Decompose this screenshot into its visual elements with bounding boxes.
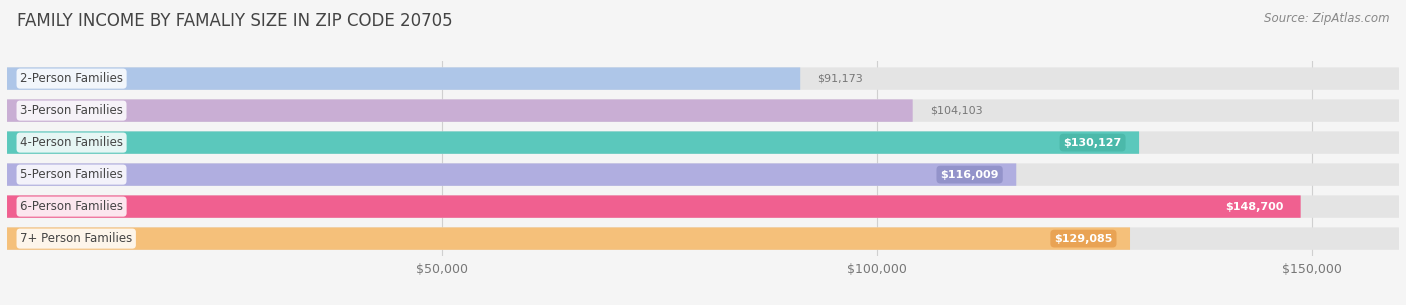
FancyBboxPatch shape bbox=[7, 228, 1399, 250]
Text: $148,700: $148,700 bbox=[1225, 202, 1284, 212]
FancyBboxPatch shape bbox=[7, 99, 1399, 122]
FancyBboxPatch shape bbox=[7, 99, 912, 122]
Text: FAMILY INCOME BY FAMALIY SIZE IN ZIP CODE 20705: FAMILY INCOME BY FAMALIY SIZE IN ZIP COD… bbox=[17, 12, 453, 30]
FancyBboxPatch shape bbox=[7, 228, 1130, 250]
FancyBboxPatch shape bbox=[7, 67, 1399, 90]
Text: 7+ Person Families: 7+ Person Families bbox=[20, 232, 132, 245]
FancyBboxPatch shape bbox=[7, 196, 1301, 218]
Text: 4-Person Families: 4-Person Families bbox=[20, 136, 124, 149]
Text: 6-Person Families: 6-Person Families bbox=[20, 200, 124, 213]
FancyBboxPatch shape bbox=[7, 163, 1399, 186]
FancyBboxPatch shape bbox=[7, 131, 1399, 154]
Text: 2-Person Families: 2-Person Families bbox=[20, 72, 124, 85]
Text: 3-Person Families: 3-Person Families bbox=[20, 104, 122, 117]
FancyBboxPatch shape bbox=[7, 163, 1017, 186]
Text: Source: ZipAtlas.com: Source: ZipAtlas.com bbox=[1264, 12, 1389, 25]
Text: $130,127: $130,127 bbox=[1063, 138, 1122, 148]
FancyBboxPatch shape bbox=[7, 131, 1139, 154]
FancyBboxPatch shape bbox=[7, 67, 800, 90]
Text: $116,009: $116,009 bbox=[941, 170, 998, 180]
FancyBboxPatch shape bbox=[7, 196, 1399, 218]
Text: $104,103: $104,103 bbox=[931, 106, 983, 116]
Text: 5-Person Families: 5-Person Families bbox=[20, 168, 122, 181]
Text: $129,085: $129,085 bbox=[1054, 234, 1112, 244]
Text: $91,173: $91,173 bbox=[818, 74, 863, 84]
